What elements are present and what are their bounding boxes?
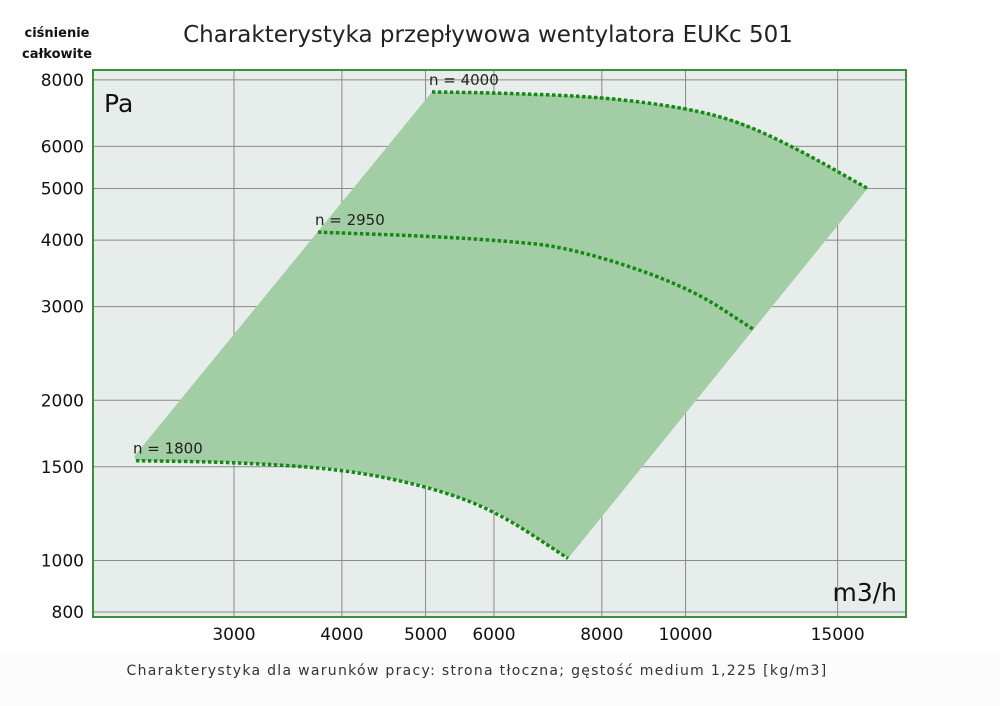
footer-background: [0, 650, 1000, 706]
x-tick-label: 10000: [658, 625, 712, 645]
y-tick-label: 5000: [41, 180, 84, 200]
y-tick-label: 8000: [41, 71, 84, 91]
speed-curve-4000: [431, 90, 869, 191]
operating-area: [134, 91, 868, 559]
y-tick-label: 800: [52, 603, 84, 623]
footnote: Charakterystyka dla warunków pracy: stro…: [127, 663, 828, 679]
y-tick-label: 2000: [41, 391, 84, 411]
y-tick-label: 4000: [41, 231, 84, 251]
y-axis-label-line1: ciśnienie: [25, 26, 90, 41]
x-tick-label: 5000: [404, 625, 447, 645]
y-tick-label: 3000: [41, 298, 84, 318]
x-tick-label: 15000: [811, 625, 865, 645]
y-unit-label: Pa: [104, 89, 133, 118]
x-tick-label: 6000: [472, 625, 515, 645]
y-tick-label: 6000: [41, 137, 84, 157]
plot-frame: [92, 69, 907, 618]
curve-label: n = 2950: [315, 211, 385, 229]
speed-curve-2950: [317, 230, 756, 332]
curve-label: n = 4000: [429, 71, 499, 89]
curve-label: n = 1800: [133, 440, 203, 458]
y-tick-label: 1500: [41, 458, 84, 478]
chart-title: Charakterystyka przepływowa wentylatora …: [183, 22, 793, 48]
x-tick-label: 3000: [212, 625, 255, 645]
x-unit-label: m3/h: [832, 578, 897, 607]
y-axis-label-line2: całkowite: [22, 47, 92, 62]
x-tick-label: 4000: [320, 625, 363, 645]
y-tick-label: 1000: [41, 551, 84, 571]
speed-curve-1800: [135, 458, 569, 560]
x-tick-label: 8000: [580, 625, 623, 645]
